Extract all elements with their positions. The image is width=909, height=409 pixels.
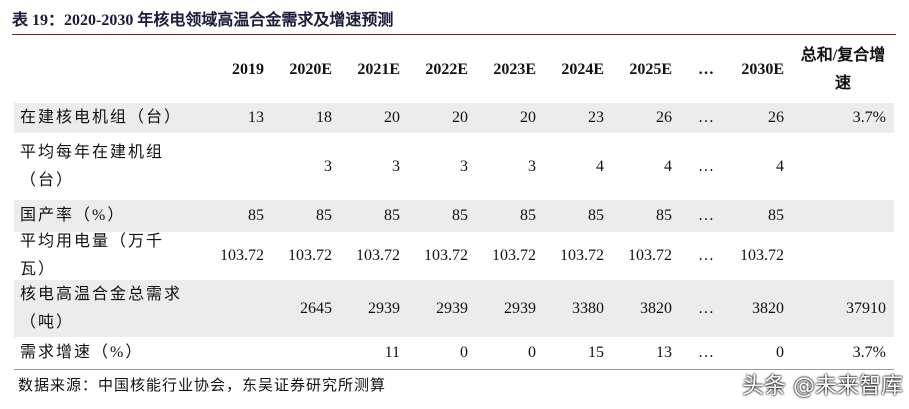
table-cell: 0	[776, 344, 784, 361]
table-cell: 4	[776, 157, 784, 175]
table-cell: 85	[316, 207, 332, 224]
column-header: 2022E	[425, 61, 468, 78]
table-cell: 3.7%	[852, 344, 886, 361]
table-cell: 103.72	[220, 247, 264, 264]
table-cell: 26	[768, 109, 784, 126]
table-cell: 103.72	[560, 247, 604, 264]
table-cell: 85	[248, 207, 264, 224]
table-cell: 85	[384, 207, 400, 224]
table-cell: 103.72	[492, 247, 536, 264]
table-bottom-rule	[14, 369, 894, 370]
table-cell: 3	[528, 157, 536, 175]
table-cell: 0	[460, 344, 468, 361]
table-cell: 13	[248, 109, 264, 126]
table-cell: 18	[316, 109, 332, 126]
table-cell: …	[698, 157, 714, 175]
table-cell: 13	[656, 344, 672, 361]
table-cell: 2939	[436, 299, 468, 317]
table-cell: 85	[588, 207, 604, 224]
row-label: 国产率（%）	[20, 207, 126, 224]
row-label: 核电高温合金总需求（吨）	[20, 285, 183, 331]
column-header: …	[698, 61, 714, 78]
table-cell: 15	[588, 344, 604, 361]
table-cell: 23	[588, 109, 604, 126]
table-cell: …	[698, 247, 714, 264]
table-cell: 103.72	[424, 247, 468, 264]
column-header: 2021E	[357, 61, 400, 78]
table-cell: 20	[452, 109, 468, 126]
row-label: 平均用电量（万千瓦）	[20, 233, 165, 278]
table-cell: 3	[324, 157, 332, 175]
title-rule	[12, 34, 896, 35]
table-cell: 85	[520, 207, 536, 224]
column-header: 2019	[232, 61, 264, 78]
column-header: 2025E	[629, 61, 672, 78]
table-cell: 85	[452, 207, 468, 224]
table-cell: 3.7%	[852, 109, 886, 126]
table-cell: 103.72	[288, 247, 332, 264]
table-cell: 3	[460, 157, 468, 175]
table-cell: 3820	[752, 299, 784, 317]
table-cell: 4	[596, 157, 604, 175]
column-header: 2020E	[289, 61, 332, 78]
row-label: 平均每年在建机组（台）	[20, 143, 165, 189]
table-cell: 20	[384, 109, 400, 126]
table-cell: 0	[528, 344, 536, 361]
table-cell: 2939	[504, 299, 536, 317]
table-cell: …	[698, 299, 714, 317]
watermark: 头条 @未来智库	[742, 374, 903, 399]
table-cell: 37910	[846, 299, 886, 317]
table-cell: 3820	[640, 299, 672, 317]
row-band	[14, 280, 894, 337]
table-cell: 103.72	[628, 247, 672, 264]
table-cell: 3	[392, 157, 400, 175]
table-cell: 85	[768, 207, 784, 224]
table-cell: …	[698, 109, 714, 126]
source-note: 数据来源：中国核能行业协会，东吴证券研究所测算	[18, 378, 387, 394]
table-cell: 4	[664, 157, 672, 175]
column-header: 2030E	[741, 61, 784, 78]
table-cell: …	[698, 207, 714, 224]
table-cell: 11	[384, 344, 400, 361]
table-title: 表 19：2020-2030 年核电领域高温合金需求及增速预测	[12, 12, 394, 29]
table-cell: 85	[656, 207, 672, 224]
table-cell: 20	[520, 109, 536, 126]
table-cell: 103.72	[356, 247, 400, 264]
column-header: 2024E	[561, 61, 604, 78]
column-header: 总和/复合增速	[800, 47, 886, 92]
row-band	[14, 103, 894, 133]
table-cell: 26	[656, 109, 672, 126]
row-label: 在建核电机组（台）	[20, 109, 183, 126]
column-header: 2023E	[493, 61, 536, 78]
table-cell: 3380	[572, 299, 604, 317]
table-cell: 2645	[300, 299, 332, 317]
table-cell: 103.72	[740, 247, 784, 264]
table-cell: 2939	[368, 299, 400, 317]
row-label: 需求增速（%）	[20, 344, 144, 361]
table-cell: …	[698, 344, 714, 361]
row-band	[14, 200, 894, 232]
